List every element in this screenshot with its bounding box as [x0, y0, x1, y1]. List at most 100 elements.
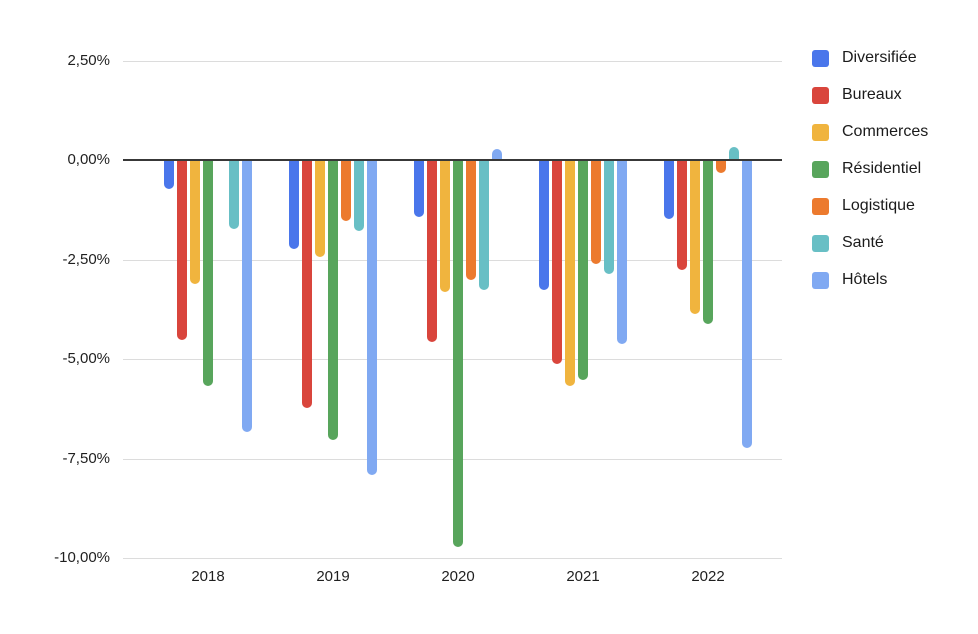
bar [664, 161, 674, 219]
gridline [123, 359, 782, 360]
legend-item: Bureaux [812, 85, 928, 105]
legend-item: Logistique [812, 196, 928, 216]
bar [177, 161, 187, 340]
legend-label: Bureaux [842, 86, 902, 103]
gridline [123, 558, 782, 559]
bar [453, 161, 463, 547]
bar-slot [216, 0, 226, 634]
legend: Diversifiée Bureaux Commerces Résidentiel Lo… [812, 48, 928, 307]
x-tick-label: 2019 [316, 568, 350, 585]
bar-slot [440, 0, 450, 634]
bar [315, 161, 325, 257]
legend-label: Diversifiée [842, 49, 917, 66]
bar-group-2020 [414, 0, 502, 634]
bar [565, 161, 575, 386]
gridline [123, 459, 782, 460]
legend-item: Résidentiel [812, 159, 928, 179]
bar-group-2022 [664, 0, 752, 634]
bar-slot [716, 0, 726, 634]
bar [328, 161, 338, 440]
bar-slot [690, 0, 700, 634]
bar [539, 161, 549, 290]
bar [552, 161, 562, 364]
x-tick-label: 2020 [441, 568, 475, 585]
bar-slot [190, 0, 200, 634]
bar-group-2021 [539, 0, 627, 634]
legend-item: Santé [812, 233, 928, 253]
bar-slot [177, 0, 187, 634]
bar-slot [591, 0, 601, 634]
bar-group-2019 [289, 0, 377, 634]
x-tick-label: 2022 [691, 568, 725, 585]
bar [591, 161, 601, 264]
bar-slot [578, 0, 588, 634]
legend-item: Commerces [812, 122, 928, 142]
bar [427, 161, 437, 342]
bar-slot [229, 0, 239, 634]
bar-slot [492, 0, 502, 634]
bar-slot [242, 0, 252, 634]
bar [302, 161, 312, 408]
legend-swatch [812, 86, 829, 104]
legend-label: Santé [842, 234, 884, 251]
legend-swatch [812, 234, 829, 252]
legend-swatch [812, 197, 829, 215]
legend-label: Commerces [842, 123, 929, 140]
bar-slot [203, 0, 213, 634]
legend-swatch [812, 271, 829, 289]
bar [354, 161, 364, 231]
bar [229, 161, 239, 229]
bar-slot [703, 0, 713, 634]
y-tick-label: -5,00% [62, 350, 110, 367]
zero-axis-line [123, 159, 782, 161]
y-tick-label: -2,50% [62, 251, 110, 268]
bar [479, 161, 489, 290]
bar [367, 161, 377, 475]
bar [440, 161, 450, 292]
bar [164, 161, 174, 189]
bar [242, 161, 252, 432]
bar [492, 149, 502, 159]
bar [466, 161, 476, 280]
bar [578, 161, 588, 380]
y-tick-label: -10,00% [54, 549, 110, 566]
bar-slot [617, 0, 627, 634]
bar [203, 161, 213, 386]
legend-label: Résidentiel [842, 160, 922, 177]
gridline [123, 61, 782, 62]
y-tick-label: 2,50% [67, 52, 110, 69]
legend-label: Hôtels [842, 271, 888, 288]
bar-slot [539, 0, 549, 634]
bar-slot [565, 0, 575, 634]
legend-swatch [812, 123, 829, 141]
bar-slot [466, 0, 476, 634]
bar [414, 161, 424, 217]
bar [289, 161, 299, 249]
bar-slot [552, 0, 562, 634]
bar [716, 161, 726, 173]
bar-slot [742, 0, 752, 634]
y-tick-label: 0,00% [67, 151, 110, 168]
bar [729, 147, 739, 159]
bar-group-2018 [164, 0, 252, 634]
bar [604, 161, 614, 274]
bar [341, 161, 351, 221]
bar-slot [729, 0, 739, 634]
legend-swatch [812, 160, 829, 178]
x-tick-label: 2021 [566, 568, 600, 585]
bar-slot [367, 0, 377, 634]
bar-slot [328, 0, 338, 634]
bar [617, 161, 627, 344]
legend-label: Logistique [842, 197, 915, 214]
bar-slot [479, 0, 489, 634]
legend-swatch [812, 49, 829, 67]
bar [690, 161, 700, 314]
bar-slot [677, 0, 687, 634]
bar-slot [289, 0, 299, 634]
bar [703, 161, 713, 324]
gridline [123, 260, 782, 261]
bar [742, 161, 752, 448]
bar-slot [664, 0, 674, 634]
bar-slot [453, 0, 463, 634]
bar-slot [302, 0, 312, 634]
